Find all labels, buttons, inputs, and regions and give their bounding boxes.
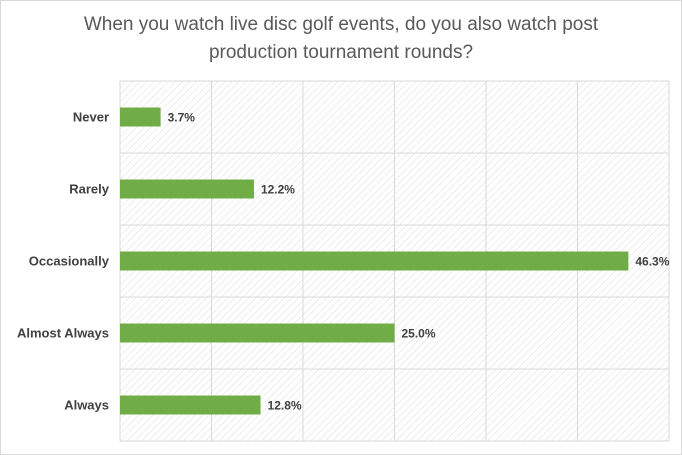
- category-label: Almost Always: [17, 326, 109, 341]
- data-label: 12.2%: [261, 183, 295, 197]
- category-label: Always: [64, 398, 109, 413]
- data-label: 46.3%: [635, 255, 669, 269]
- bar-never: [120, 107, 161, 127]
- bar-always: [120, 395, 261, 415]
- bar-almost-always: [120, 323, 395, 343]
- category-label: Never: [73, 110, 109, 125]
- chart-title: When you watch live disc golf events, do…: [1, 11, 681, 67]
- category-label: Rarely: [69, 182, 110, 197]
- category-label: Occasionally: [29, 254, 110, 269]
- bar-rarely: [120, 179, 254, 199]
- data-labels: 3.7% 12.2% 46.3% 25.0% 12.8%: [168, 111, 670, 413]
- bar-occasionally: [120, 251, 629, 271]
- data-label: 3.7%: [168, 111, 196, 125]
- data-label: 25.0%: [402, 327, 436, 341]
- category-labels: Never Rarely Occasionally Almost Always Alwa…: [17, 110, 110, 413]
- gridlines: [119, 80, 670, 442]
- chart-title-line-1: When you watch live disc golf events, do…: [83, 14, 599, 35]
- data-label: 12.8%: [268, 399, 302, 413]
- bars: [120, 107, 629, 415]
- chart-title-line-2: production tournament rounds?: [208, 42, 474, 63]
